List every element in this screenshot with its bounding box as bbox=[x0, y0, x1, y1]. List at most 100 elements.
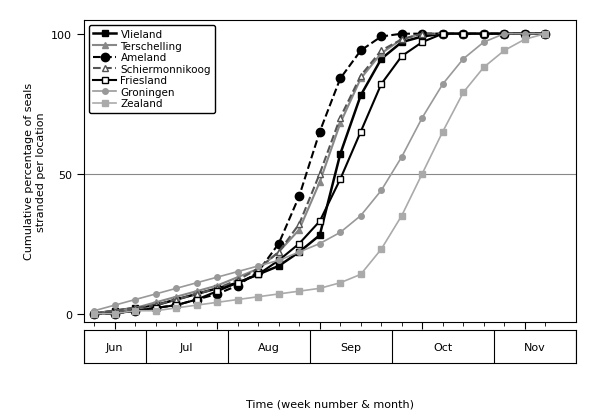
Vlieland bbox=[439, 32, 446, 37]
Friesland bbox=[419, 40, 426, 45]
Ameland bbox=[214, 292, 221, 297]
Groningen bbox=[91, 309, 98, 313]
Line: Friesland: Friesland bbox=[91, 32, 548, 316]
Terschelling bbox=[296, 228, 303, 233]
Schiermonnikoog bbox=[296, 222, 303, 227]
Ameland bbox=[275, 242, 283, 247]
Terschelling bbox=[460, 32, 467, 37]
Vlieland bbox=[337, 152, 344, 157]
Zealand bbox=[337, 280, 344, 285]
Ameland bbox=[500, 32, 508, 37]
Terschelling bbox=[316, 180, 323, 185]
Line: Zealand: Zealand bbox=[91, 32, 548, 316]
Text: Jun: Jun bbox=[106, 342, 124, 352]
Text: Aug: Aug bbox=[257, 342, 280, 352]
Friesland bbox=[131, 309, 139, 313]
Text: Nov: Nov bbox=[524, 342, 546, 352]
Vlieland bbox=[91, 311, 98, 316]
Friesland bbox=[542, 32, 549, 37]
Zealand bbox=[275, 292, 283, 297]
Y-axis label: Cumulative percentage of seals
stranded per location: Cumulative percentage of seals stranded … bbox=[24, 83, 46, 260]
Zealand bbox=[542, 32, 549, 37]
Schiermonnikoog bbox=[111, 309, 118, 313]
Terschelling bbox=[377, 52, 385, 57]
Terschelling bbox=[500, 32, 508, 37]
Zealand bbox=[419, 172, 426, 177]
Terschelling bbox=[521, 32, 529, 37]
Groningen bbox=[254, 264, 262, 269]
Ameland bbox=[254, 269, 262, 274]
Vlieland bbox=[377, 57, 385, 62]
Ameland bbox=[152, 306, 160, 311]
Terschelling bbox=[91, 311, 98, 316]
Vlieland bbox=[521, 32, 529, 37]
Line: Groningen: Groningen bbox=[91, 32, 548, 314]
Vlieland bbox=[357, 94, 364, 99]
Ameland bbox=[296, 194, 303, 199]
Friesland bbox=[337, 177, 344, 182]
Vlieland bbox=[500, 32, 508, 37]
Friesland bbox=[275, 258, 283, 263]
Text: Sep: Sep bbox=[340, 342, 361, 352]
Groningen bbox=[275, 258, 283, 263]
Friesland bbox=[480, 32, 487, 37]
Vlieland bbox=[480, 32, 487, 37]
Zealand bbox=[460, 91, 467, 96]
Terschelling bbox=[152, 300, 160, 305]
Ameland bbox=[521, 32, 529, 37]
Friesland bbox=[193, 297, 200, 302]
Schiermonnikoog bbox=[398, 38, 406, 43]
Vlieland bbox=[152, 303, 160, 308]
Schiermonnikoog bbox=[152, 303, 160, 308]
Groningen bbox=[377, 188, 385, 193]
Friesland bbox=[460, 32, 467, 37]
Friesland bbox=[377, 82, 385, 87]
Vlieland bbox=[214, 286, 221, 291]
Terschelling bbox=[480, 32, 487, 37]
Zealand bbox=[500, 49, 508, 54]
Ameland bbox=[193, 297, 200, 302]
Friesland bbox=[111, 311, 118, 316]
Friesland bbox=[152, 306, 160, 311]
Groningen bbox=[500, 32, 508, 37]
Schiermonnikoog bbox=[357, 74, 364, 79]
Schiermonnikoog bbox=[542, 32, 549, 37]
Groningen bbox=[460, 57, 467, 62]
Zealand bbox=[131, 309, 139, 313]
Zealand bbox=[173, 306, 180, 311]
Terschelling bbox=[398, 38, 406, 43]
Vlieland bbox=[131, 306, 139, 311]
Legend: Vlieland, Terschelling, Ameland, Schiermonnikoog, Friesland, Groningen, Zealand: Vlieland, Terschelling, Ameland, Schierm… bbox=[89, 26, 215, 113]
Ameland bbox=[337, 77, 344, 82]
Schiermonnikoog bbox=[131, 306, 139, 311]
Schiermonnikoog bbox=[521, 32, 529, 37]
Terschelling bbox=[131, 306, 139, 311]
Zealand bbox=[296, 289, 303, 294]
Schiermonnikoog bbox=[500, 32, 508, 37]
Text: Jul: Jul bbox=[180, 342, 193, 352]
Vlieland bbox=[460, 32, 467, 37]
Vlieland bbox=[398, 40, 406, 45]
Vlieland bbox=[173, 297, 180, 302]
Groningen bbox=[316, 242, 323, 247]
Groningen bbox=[542, 32, 549, 37]
Friesland bbox=[214, 289, 221, 294]
Ameland bbox=[439, 32, 446, 37]
Text: Oct: Oct bbox=[433, 342, 452, 352]
Vlieland bbox=[296, 250, 303, 255]
Ameland bbox=[91, 311, 98, 316]
Ameland bbox=[316, 130, 323, 135]
Groningen bbox=[480, 40, 487, 45]
Vlieland bbox=[275, 264, 283, 269]
Text: Time (week number & month): Time (week number & month) bbox=[246, 399, 414, 409]
Friesland bbox=[357, 130, 364, 135]
Zealand bbox=[521, 38, 529, 43]
Zealand bbox=[91, 311, 98, 316]
Schiermonnikoog bbox=[439, 32, 446, 37]
Groningen bbox=[357, 214, 364, 218]
Ameland bbox=[131, 309, 139, 313]
Friesland bbox=[500, 32, 508, 37]
Terschelling bbox=[193, 289, 200, 294]
Zealand bbox=[439, 130, 446, 135]
Schiermonnikoog bbox=[480, 32, 487, 37]
